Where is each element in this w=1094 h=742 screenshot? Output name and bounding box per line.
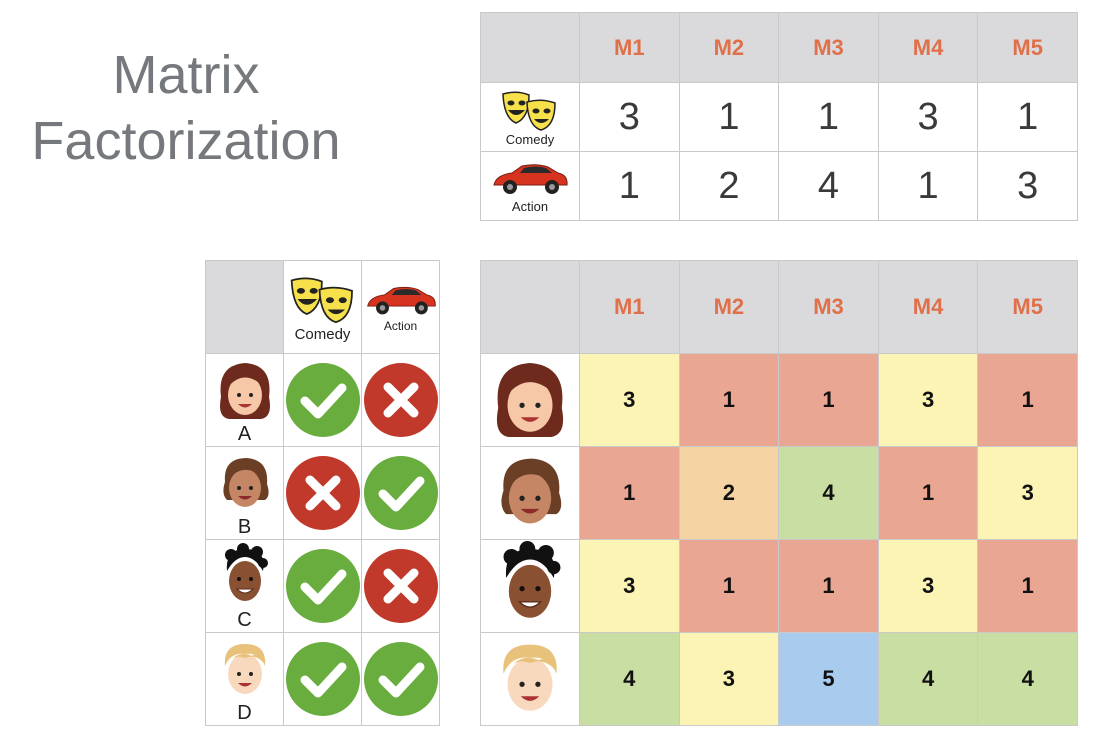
check-icon [285, 363, 360, 437]
cross-icon [363, 549, 438, 623]
movie-header-m2: M2 [678, 260, 780, 354]
cross-icon [363, 363, 438, 437]
user-label-a: A [237, 423, 252, 445]
cross-icon [285, 456, 360, 530]
title-line-1: Matrix [112, 45, 260, 105]
pref-d-action [361, 632, 440, 726]
movie-header-m2: M2 [678, 12, 780, 83]
genre-cell: 4 [778, 151, 879, 221]
movie-header-m5: M5 [977, 260, 1078, 354]
user-label-d: D [237, 702, 252, 724]
user-avatar-icon [503, 541, 561, 618]
rating-cell: 3 [977, 446, 1078, 540]
user-genre-preference-table: Comedy Action A [205, 260, 440, 726]
pref-header-action: Action [361, 260, 440, 354]
user-avatar-icon [501, 458, 562, 524]
corner-cell [205, 260, 284, 354]
title-line-2: Factorization [31, 111, 341, 171]
check-icon [285, 549, 360, 623]
user-label-b: B [237, 516, 252, 538]
movie-header-m4: M4 [877, 260, 979, 354]
slide-title: Matrix Factorization [0, 42, 372, 174]
rating-cell: 1 [678, 353, 780, 447]
genre-label-comedy: Comedy [505, 131, 555, 147]
user-avatar-icon [496, 362, 564, 438]
rating-cell: 1 [778, 539, 879, 633]
rating-cell: 1 [977, 353, 1078, 447]
genre-row-action: Action [480, 151, 580, 221]
rating-cell: 1 [977, 539, 1078, 633]
pref-label-comedy: Comedy [294, 325, 351, 343]
pref-b-comedy [283, 446, 362, 540]
check-icon [285, 642, 360, 716]
genre-row-comedy: Comedy [480, 82, 580, 152]
rating-user-c [480, 539, 580, 633]
pref-a-comedy [283, 353, 362, 447]
rating-cell: 1 [778, 353, 879, 447]
pref-a-action [361, 353, 440, 447]
rating-cell: 2 [678, 446, 780, 540]
rating-user-a [480, 353, 580, 447]
pref-d-comedy [283, 632, 362, 726]
user-avatar-icon [224, 644, 265, 694]
check-icon [363, 456, 438, 530]
user-avatar-icon [503, 644, 557, 711]
genre-cell: 3 [977, 151, 1078, 221]
genre-cell: 3 [877, 82, 979, 152]
movie-header-m4: M4 [877, 12, 979, 83]
rating-cell: 3 [579, 353, 680, 447]
genre-label-action: Action [511, 198, 549, 214]
rating-user-d [480, 632, 580, 726]
rating-cell: 4 [977, 632, 1078, 726]
pref-c-comedy [283, 539, 362, 633]
user-cell-a: A [205, 353, 284, 447]
rating-user-b [480, 446, 580, 540]
user-cell-b: B [205, 446, 284, 540]
sports-car-icon [366, 286, 436, 314]
genre-cell: 1 [678, 82, 780, 152]
check-icon [363, 642, 438, 716]
genre-cell: 1 [977, 82, 1078, 152]
rating-cell: 4 [877, 632, 979, 726]
corner-cell [480, 260, 580, 354]
rating-cell: 3 [678, 632, 780, 726]
sports-car-icon [493, 163, 568, 194]
pref-header-comedy: Comedy [283, 260, 362, 354]
movie-header-m5: M5 [977, 12, 1078, 83]
pref-c-action [361, 539, 440, 633]
user-label-c: C [237, 609, 252, 631]
user-avatar-icon [222, 458, 269, 507]
pref-b-action [361, 446, 440, 540]
rating-cell: 5 [778, 632, 879, 726]
user-movie-rating-matrix: M1 M2 M3 M4 M5 3 1 1 3 1 [480, 260, 1078, 726]
genre-cell: 3 [579, 82, 680, 152]
rating-cell: 3 [877, 353, 979, 447]
corner-cell [480, 12, 580, 83]
rating-cell: 1 [579, 446, 680, 540]
comedy-masks-icon [290, 277, 353, 323]
pref-label-action: Action [383, 318, 418, 333]
rating-cell: 1 [678, 539, 780, 633]
genre-cell: 1 [877, 151, 979, 221]
rating-cell: 3 [579, 539, 680, 633]
comedy-masks-icon [502, 91, 556, 131]
movie-header-m1: M1 [579, 12, 680, 83]
movie-header-m3: M3 [778, 260, 879, 354]
genre-cell: 1 [579, 151, 680, 221]
user-avatar-icon [219, 363, 270, 419]
rating-cell: 4 [579, 632, 680, 726]
rating-cell: 3 [877, 539, 979, 633]
rating-cell: 4 [778, 446, 879, 540]
rating-cell: 1 [877, 446, 979, 540]
genre-movie-matrix: M1 M2 M3 M4 M5 Comedy 3 1 1 3 1 [480, 12, 1078, 221]
movie-header-m3: M3 [778, 12, 879, 83]
user-avatar-icon [224, 543, 268, 601]
user-cell-d: D [205, 632, 284, 726]
user-cell-c: C [205, 539, 284, 633]
genre-cell: 2 [678, 151, 780, 221]
genre-cell: 1 [778, 82, 879, 152]
movie-header-m1: M1 [579, 260, 680, 354]
